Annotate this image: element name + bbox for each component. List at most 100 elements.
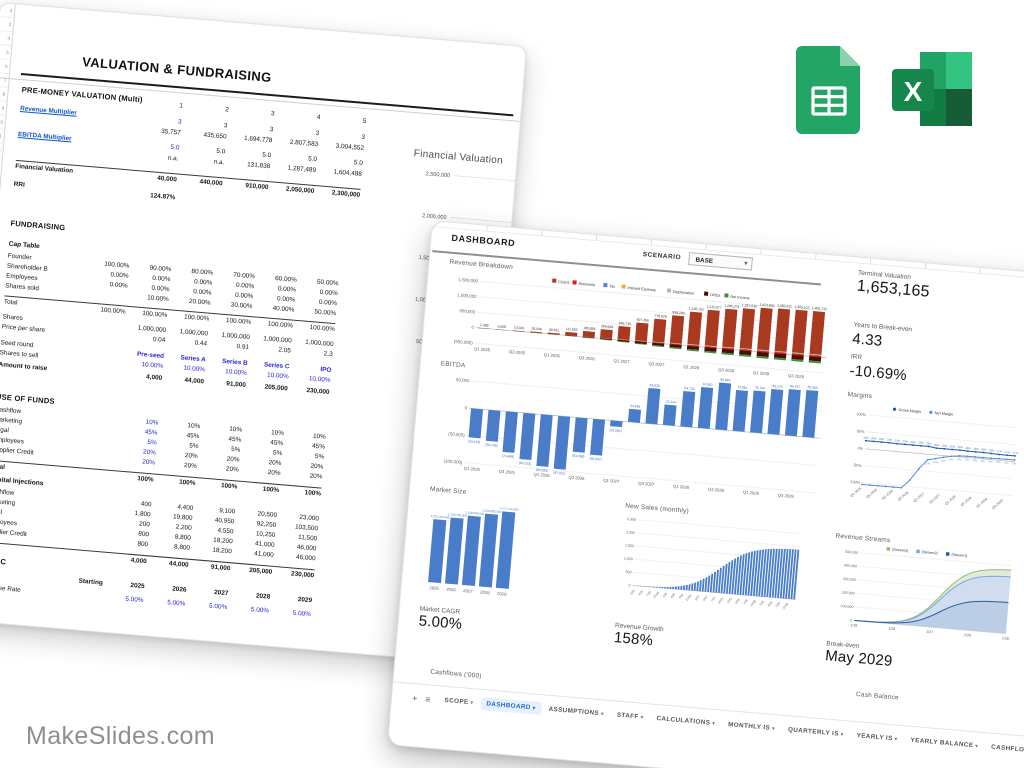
- svg-text:1,295,373: 1,295,373: [724, 304, 739, 309]
- svg-text:Q1 2025: Q1 2025: [850, 486, 863, 498]
- tab-cashflow[interactable]: CASHFLOW▾: [985, 740, 1024, 758]
- svg-text:Q3 2026: Q3 2026: [579, 355, 596, 361]
- cell: 20%: [141, 458, 156, 467]
- tab-yearly-balance[interactable]: YEARLY BALANCE▾: [904, 733, 985, 753]
- chevron-down-icon: ▾: [744, 260, 748, 268]
- cell: 5.0: [216, 147, 226, 156]
- svg-text:Q3 2029: Q3 2029: [778, 493, 795, 499]
- add-sheet-button[interactable]: +: [411, 692, 418, 703]
- svg-text:82,270: 82,270: [772, 384, 783, 389]
- kpi-value: 158%: [613, 629, 654, 650]
- market-size-chart: 1,051,200,000 2025 1,103,760,000 2026 1,158,…: [428, 506, 519, 597]
- scenario-dropdown[interactable]: BASE ▾: [688, 252, 753, 271]
- cell: 5: [362, 117, 367, 126]
- cell: 440,000: [199, 177, 223, 187]
- watermark: MakeSlides.com: [26, 722, 215, 750]
- svg-text:20%: 20%: [942, 444, 948, 449]
- svg-text:2026: 2026: [446, 587, 456, 593]
- svg-text:500: 500: [625, 570, 631, 574]
- cell: 2.3: [323, 350, 333, 359]
- svg-text:Q3 2029: Q3 2029: [991, 498, 1004, 510]
- svg-text:50%: 50%: [857, 429, 866, 434]
- row-label: Total: [0, 462, 6, 471]
- cell: 3: [223, 122, 228, 130]
- google-sheets-icon: [796, 46, 860, 134]
- svg-text:-100%: -100%: [849, 480, 861, 485]
- cell: 205,000: [264, 383, 288, 393]
- chevron-down-icon: ▾: [600, 711, 605, 718]
- cell: 20%: [225, 465, 239, 474]
- svg-text:4/29: 4/29: [766, 600, 773, 607]
- svg-text:OPEX: OPEX: [710, 293, 721, 298]
- dashboard-title: DASHBOARD: [451, 232, 516, 249]
- svg-text:Q1 2025: Q1 2025: [474, 346, 491, 352]
- svg-text:938,290: 938,290: [672, 310, 685, 315]
- svg-text:23%: 23%: [926, 441, 932, 446]
- cell: 8,800: [173, 543, 191, 552]
- sheet-tab-bar: + ≡ SCOPE▾ DASHBOARD▾ ASSUMPTIONS▾ STAFF▾ CALC…: [391, 681, 1024, 767]
- svg-text:2,000: 2,000: [626, 530, 635, 535]
- app-icons: X: [790, 42, 990, 142]
- row-number: 8: [0, 86, 8, 102]
- cell: 1,604,488: [333, 168, 363, 178]
- svg-text:64,833: 64,833: [649, 383, 660, 388]
- svg-text:1,500,000: 1,500,000: [458, 277, 478, 284]
- revenue-breakdown-chart: 1,500,000 1,000,000 500,000 0 (500,000) COGS D…: [454, 277, 831, 379]
- cell: 1,694,778: [243, 134, 273, 145]
- svg-text:85,882: 85,882: [720, 378, 731, 383]
- svg-text:1/29: 1/29: [758, 600, 765, 607]
- section-heading: USE OF FUNDS: [0, 392, 56, 406]
- kpi-value: -10.69%: [848, 362, 908, 385]
- cell: 0.44: [194, 339, 208, 348]
- svg-text:Interest Expense: Interest Expense: [627, 286, 656, 292]
- svg-text:296,609: 296,609: [601, 324, 614, 329]
- cell: 5.00%: [125, 595, 144, 605]
- svg-text:X: X: [904, 76, 923, 107]
- tab-calculations[interactable]: CALCULATIONS▾: [650, 712, 722, 731]
- svg-text:Q3 2025: Q3 2025: [499, 469, 516, 475]
- svg-text:5%: 5%: [1012, 461, 1017, 465]
- financial-valuation-chart: [1, 3, 526, 47]
- row-number: 2: [0, 3, 15, 19]
- cell: 10.00%: [266, 371, 289, 381]
- svg-text:Discounts: Discounts: [578, 282, 595, 287]
- all-sheets-menu-button[interactable]: ≡: [424, 693, 432, 705]
- svg-text:{Stream2}: {Stream2}: [922, 550, 939, 555]
- svg-text:2027: 2027: [463, 588, 473, 594]
- dashboard-sheet-screenshot: DASHBOARD SCENARIO BASE ▾ Terminal Valua…: [386, 220, 1024, 768]
- kpi-value: 1,653,165: [856, 277, 931, 301]
- cell: 44,000: [168, 559, 189, 569]
- svg-text:Q1 2027: Q1 2027: [603, 478, 620, 484]
- svg-text:4/26: 4/26: [670, 592, 677, 599]
- cell: 5.0: [170, 143, 180, 152]
- svg-text:Q1 2028: Q1 2028: [944, 494, 957, 506]
- cell: 910,000: [245, 181, 269, 191]
- chart-title: Margins: [847, 391, 873, 401]
- cell: 2027: [213, 589, 229, 598]
- cell: 124.87%: [149, 192, 176, 202]
- svg-text:19%: 19%: [981, 447, 987, 452]
- svg-text:20%: 20%: [934, 443, 940, 448]
- svg-text:Q1 2029: Q1 2029: [743, 490, 760, 496]
- svg-text:0%: 0%: [949, 458, 954, 462]
- tab-assumptions[interactable]: ASSUMPTIONS▾: [542, 702, 610, 721]
- cell: 35,757: [160, 127, 181, 137]
- tab-quarterly-is[interactable]: QUARTERLY IS▾: [781, 723, 850, 742]
- tab-yearly-is[interactable]: YEARLY IS▾: [850, 729, 904, 746]
- tab-dashboard[interactable]: DASHBOARD▾: [479, 696, 543, 716]
- cell: 4,000: [130, 556, 148, 565]
- tab-staff[interactable]: STAFF▾: [610, 708, 650, 724]
- tab-monthly-is[interactable]: MONTHLY IS▾: [722, 718, 782, 736]
- tab-scope[interactable]: SCOPE▾: [438, 693, 480, 709]
- cell: 20%: [267, 469, 281, 478]
- svg-text:0: 0: [464, 405, 467, 410]
- svg-text:(63,096): (63,096): [572, 454, 585, 459]
- svg-text:1/26: 1/26: [888, 626, 895, 631]
- chevron-down-icon: ▾: [470, 700, 474, 707]
- cell: 100.00%: [100, 305, 126, 316]
- tab-label: CASHFLOW: [990, 743, 1024, 755]
- row-number: 4: [0, 30, 13, 47]
- svg-text:Q1 2027: Q1 2027: [913, 492, 926, 504]
- svg-text:1/28: 1/28: [964, 633, 971, 638]
- cell: 2: [224, 106, 230, 114]
